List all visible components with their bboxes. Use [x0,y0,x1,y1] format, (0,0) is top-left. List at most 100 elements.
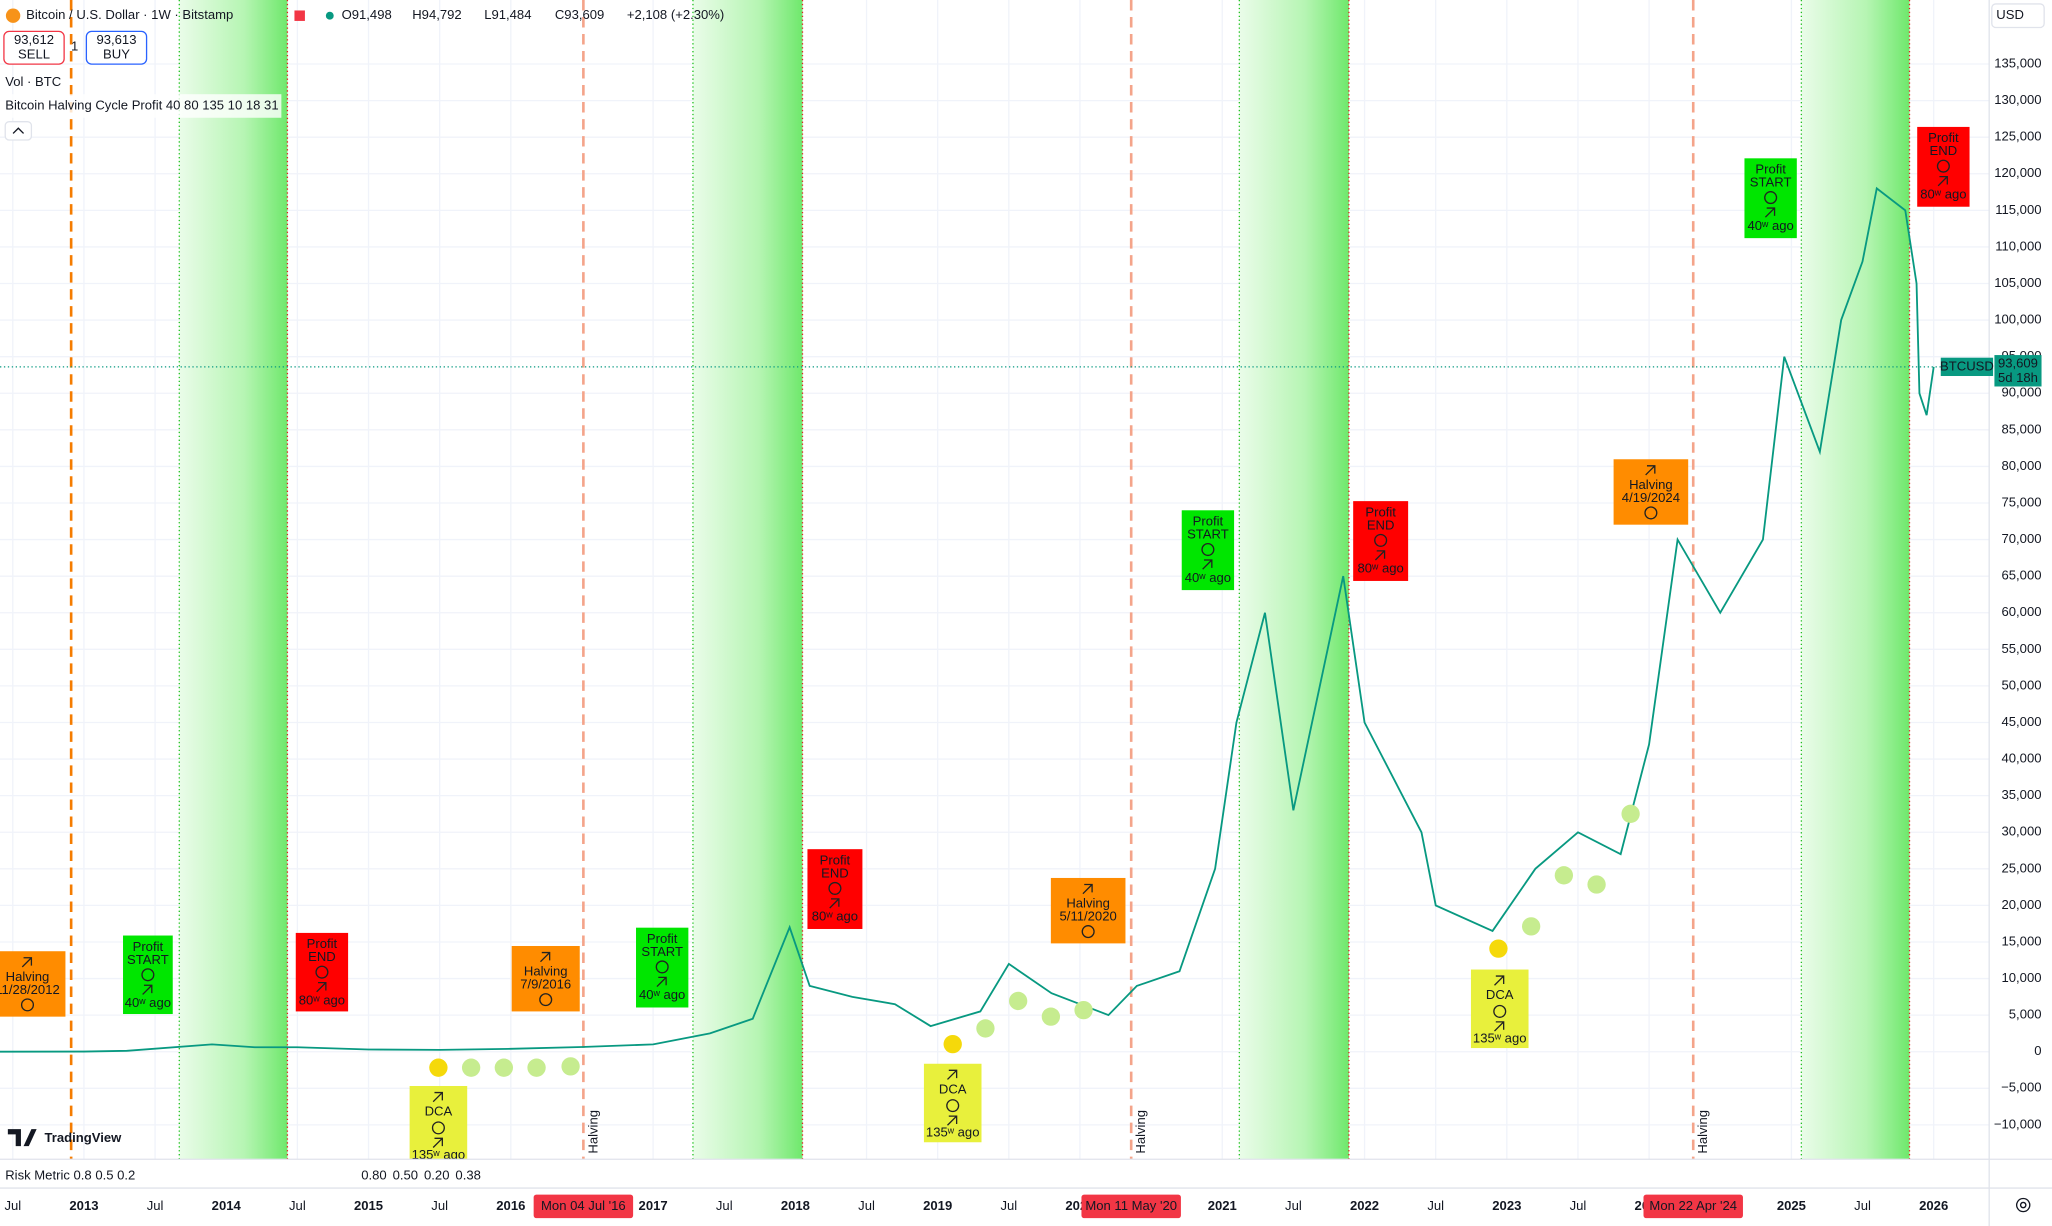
sell-button[interactable] [3,30,65,65]
annotation-text: END [1930,143,1958,158]
x-tick-label: 2025 [1777,1198,1806,1213]
dca-dot [1041,1007,1061,1026]
sell-text[interactable]: SELL [18,46,50,61]
dca-dot [1554,866,1574,885]
y-tick-label: −5,000 [2001,1080,2041,1095]
annotation-icon [315,965,329,979]
annotation-icon [1936,159,1950,173]
ohlc-value: +2,108 (+2.30%) [627,7,724,22]
y-tick-label: 20,000 [2002,897,2042,912]
x-tick-label: 2016 [496,1198,525,1213]
flag-icon [294,10,305,21]
y-tick-label: 110,000 [1995,238,2041,253]
buy-button[interactable] [85,30,148,65]
y-tick-label: 35,000 [2002,787,2042,802]
logo: TradingView [44,1130,122,1145]
halving-text: Halving [585,1110,600,1154]
settings-icon[interactable] [2016,1197,2031,1213]
annotation-text: DCA [425,1104,453,1119]
annotation-text: END [1367,517,1395,532]
annotation-text: DCA [939,1081,967,1096]
x-tick-label: Jul [1285,1198,1302,1213]
x-tick-label: Jul [716,1198,733,1213]
logo-mark [7,1129,37,1147]
x-tick-label: Jul [147,1198,164,1213]
x-tick-label: Jul [1854,1198,1871,1213]
indicator-legend: Bitcoin Halving Cycle Profit 40 80 135 1… [5,97,278,112]
risk-value: 0.20 [424,1168,449,1183]
currency-button[interactable] [1991,3,2045,29]
y-tick-label: 70,000 [2002,531,2042,546]
annotation-arrow [540,951,551,963]
annotation-icon [1201,542,1215,557]
series-name-box [1940,357,1994,377]
annotation-text: 135ʷ ago [926,1125,980,1140]
sell-price[interactable]: 93,612 [14,32,54,47]
annotation-text: 80ʷ ago [812,909,858,924]
annotation-arrow [1764,207,1776,218]
price-line [0,186,1935,1053]
y-tick-label: −10,000 [1994,1116,2042,1131]
annotation-arrow [142,984,153,995]
dca-dot [1587,875,1606,894]
annotation-text: 40ʷ ago [639,987,685,1002]
annotation-icon [539,993,553,1007]
annotation-arrow [1937,175,1948,187]
y-tick-label: 80,000 [2002,458,2042,473]
x-tick-label: Jul [1000,1198,1017,1213]
y-tick-label: 0 [2034,1043,2041,1058]
annotation-icon [1081,925,1095,939]
annotation-box [807,849,863,929]
annotation-text: 135ʷ ago [1473,1030,1527,1045]
x-tick-label: Jul [4,1198,21,1213]
collapse-button[interactable] [4,121,33,141]
annotation-text: 40ʷ ago [125,995,171,1010]
price-label-box [1994,355,2042,387]
y-tick-label: 135,000 [1994,55,2041,70]
x-tick-label: 2023 [1492,1198,1521,1213]
collapse-icon[interactable] [12,127,25,134]
dca-dot [1621,804,1640,824]
annotation-icon [431,1121,445,1135]
y-tick-label: 40,000 [2002,751,2042,766]
annotation-box [636,927,689,1008]
currency[interactable]: USD [1996,7,2024,22]
x-marker-box [1643,1194,1743,1219]
profit-zone [179,0,288,1160]
annotation-arrow [1082,883,1093,895]
annotation-arrow [432,1137,443,1148]
y-tick-label: 45,000 [2002,714,2042,729]
x-tick-label: 2022 [1350,1198,1379,1213]
x-tick-label: 2013 [69,1198,98,1213]
annotation-text: START [1750,175,1792,190]
y-tick-label: 85,000 [2002,421,2042,436]
annotation-text: 40ʷ ago [1185,570,1231,585]
series-name: BTCUSD [1940,358,1994,373]
annotation-icon [1374,533,1388,547]
annotation-text: Halving [524,964,568,979]
y-tick-label: 100,000 [1994,312,2041,327]
annotation-text: Profit [1928,130,1959,145]
profit-zone [1239,0,1349,1160]
x-tick-label: 2017 [639,1198,668,1213]
halving-text: Halving [1133,1110,1148,1154]
annotation-box [123,935,173,1015]
buy-price[interactable]: 93,613 [96,32,136,47]
annotation-text: END [308,949,336,964]
x-tick-label: 2021 [1208,1198,1237,1213]
y-tick-label: 105,000 [1994,275,2041,290]
x-marker-box [533,1194,634,1219]
annotation-text: Profit [1193,514,1224,529]
annotation-text: 11/28/2012 [0,982,60,997]
dca-dot [461,1058,481,1077]
y-tick-label: 10,000 [2002,970,2042,985]
dca-dot [561,1057,580,1076]
x-marker-label: Mon 22 Apr '24 [1649,1198,1737,1213]
buy-text[interactable]: BUY [103,46,130,61]
annotation-text: Profit [307,936,338,951]
y-tick-label: 5,000 [2009,1007,2042,1022]
x-tick-label: Jul [431,1198,448,1213]
annotation-text: Halving [1629,477,1673,492]
annotation-text: 40ʷ ago [1747,218,1793,233]
